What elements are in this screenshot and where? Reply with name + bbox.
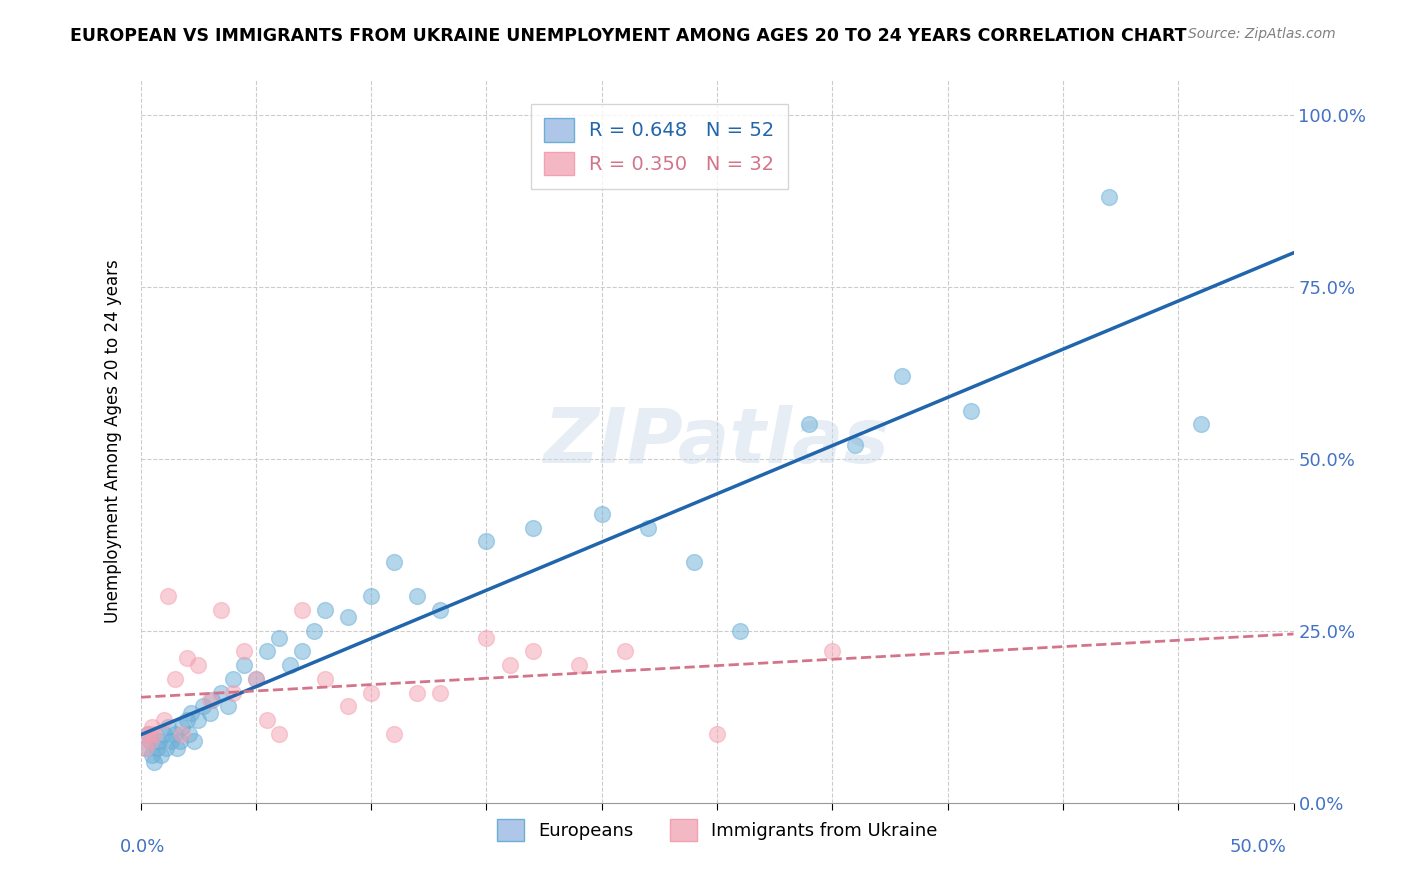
Point [134,740,156,755]
Point [166,740,188,755]
Point [201,692,224,706]
Text: ZIPatlas: ZIPatlas [544,405,890,478]
Point [172,727,194,741]
Point [148,734,170,748]
Point [429,603,451,617]
Point [360,590,382,604]
Point [522,644,544,658]
Point [475,534,498,549]
Point [136,727,159,741]
Text: Source: ZipAtlas.com: Source: ZipAtlas.com [1188,27,1336,41]
Point [152,727,174,741]
Point [256,713,278,727]
Point [222,672,245,686]
Point [1189,417,1212,432]
Point [217,699,239,714]
Point [382,727,405,741]
Point [291,644,314,658]
Point [222,686,245,700]
Text: 50.0%: 50.0% [1230,838,1286,855]
Point [134,740,156,755]
Point [157,590,180,604]
Point [706,727,728,741]
Point [568,658,591,673]
Point [183,734,205,748]
Point [187,713,209,727]
Point [141,747,163,762]
Point [141,720,163,734]
Point [314,672,336,686]
Point [1098,190,1121,204]
Point [267,727,290,741]
Point [314,603,336,617]
Point [169,734,191,748]
Point [591,507,613,521]
Point [844,438,866,452]
Point [143,727,166,741]
Point [406,590,429,604]
Text: EUROPEAN VS IMMIGRANTS FROM UKRAINE UNEMPLOYMENT AMONG AGES 20 TO 24 YEARS CORRE: EUROPEAN VS IMMIGRANTS FROM UKRAINE UNEM… [70,27,1187,45]
Point [337,699,360,714]
Point [637,520,659,534]
Point [337,610,360,624]
Point [198,706,221,721]
Point [139,734,162,748]
Point [245,672,267,686]
Point [157,720,180,734]
Point [159,734,181,748]
Point [382,555,405,569]
Point [498,658,520,673]
Point [267,631,290,645]
Point [280,658,302,673]
Point [209,686,232,700]
Point [429,686,451,700]
Point [233,644,256,658]
Point [136,727,159,741]
Legend: Europeans, Immigrants from Ukraine: Europeans, Immigrants from Ukraine [489,812,945,848]
Point [256,644,278,658]
Point [143,755,166,769]
Point [799,417,821,432]
Point [165,727,187,741]
Point [155,740,177,755]
Point [613,644,636,658]
Point [209,603,232,617]
Point [291,603,314,617]
Point [360,686,382,700]
Point [177,727,200,741]
Point [233,658,256,673]
Point [139,734,162,748]
Point [821,644,844,658]
Point [145,740,167,755]
Point [187,658,209,673]
Point [522,520,544,534]
Point [150,747,173,762]
Point [245,672,267,686]
Text: 0.0%: 0.0% [120,838,165,855]
Point [959,403,981,417]
Point [890,369,912,384]
Point [176,651,198,665]
Y-axis label: Unemployment Among Ages 20 to 24 years: Unemployment Among Ages 20 to 24 years [104,260,122,624]
Point [152,713,174,727]
Point [176,713,198,727]
Point [728,624,751,638]
Point [172,720,194,734]
Point [302,624,325,638]
Point [180,706,202,721]
Point [198,692,221,706]
Point [683,555,706,569]
Point [406,686,429,700]
Point [191,699,214,714]
Point [165,672,187,686]
Point [475,631,498,645]
